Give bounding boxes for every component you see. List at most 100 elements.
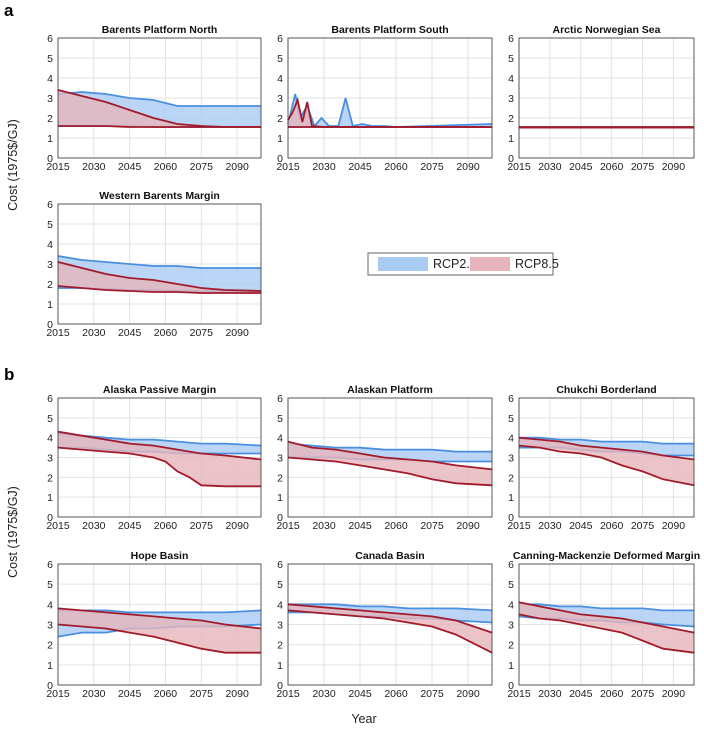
chart-canning-mackenzie-deformed-margin: 2015 2030 2045 2060 2075 2090 0 1 2 3 4 5 6Canning-M…: [507, 550, 700, 700]
upper-line-rcp85: [287, 603, 493, 634]
y-tick-label: 1: [508, 133, 514, 145]
chart-title: Barents Platform North: [102, 24, 218, 36]
x-tick-label: 2030: [312, 688, 336, 700]
y-tick-label: 2: [47, 640, 53, 652]
x-tick-label: 2060: [154, 327, 178, 339]
upper-line-rcp85: [57, 430, 262, 461]
y-tick-label: 5: [277, 579, 283, 591]
upper-line-rcp26: [57, 255, 261, 269]
axes-frame: [518, 37, 695, 159]
x-tick-label: 2015: [507, 688, 531, 700]
x-tick-label: 2060: [384, 688, 408, 700]
y-tick-label: 4: [47, 433, 53, 445]
y-tick-label: 0: [508, 512, 514, 524]
y-tick-label: 4: [277, 433, 283, 445]
legend-swatch-rcp26: [378, 257, 428, 271]
x-tick-label: 2030: [538, 520, 562, 532]
upper-line-rcp85: [287, 440, 493, 471]
x-tick-label: 2015: [46, 327, 70, 339]
x-tick-label: 2015: [46, 161, 70, 173]
x-tick-label: 2015: [276, 520, 300, 532]
y-tick-label: 5: [47, 579, 53, 591]
x-tick-label: 2090: [225, 161, 249, 173]
y-tick-label: 3: [508, 93, 514, 105]
y-tick-label: 0: [277, 680, 283, 692]
x-tick-label: 2030: [82, 520, 106, 532]
x-tick-label: 2075: [420, 520, 444, 532]
band-rcp85: [288, 100, 492, 127]
upper-line-rcp85: [57, 261, 262, 292]
y-tick-label: 5: [277, 413, 283, 425]
chart-title: Chukchi Borderland: [556, 384, 656, 396]
x-tick-label: 2060: [154, 161, 178, 173]
chart-title: Canada Basin: [355, 550, 424, 562]
lower-line-rcp85: [518, 613, 695, 654]
y-tick-label: 1: [277, 492, 283, 504]
x-tick-label: 2075: [190, 161, 214, 173]
x-tick-label: 2045: [569, 161, 593, 173]
y-tick-label: 0: [508, 153, 514, 165]
y-tick-label: 6: [508, 559, 514, 571]
chart-title: Canning-Mackenzie Deformed Margin: [513, 550, 700, 562]
y-tick-label: 6: [508, 393, 514, 405]
band-rcp85: [288, 441, 492, 486]
x-tick-label: 2030: [82, 161, 106, 173]
upper-line-rcp85: [518, 436, 695, 461]
y-tick-label: 2: [47, 113, 53, 125]
y-tick-label: 1: [508, 492, 514, 504]
chart-title: Alaska Passive Margin: [103, 384, 216, 396]
y-tick-label: 4: [277, 73, 283, 85]
axes-frame: [287, 37, 493, 159]
x-tick-label: 2090: [662, 688, 686, 700]
upper-line-rcp85: [518, 601, 695, 634]
x-tick-label: 2075: [190, 327, 214, 339]
y-tick-label: 5: [508, 53, 514, 65]
upper-line-rcp26: [288, 603, 493, 612]
y-tick-label: 1: [508, 660, 514, 672]
y-tick-label: 3: [508, 453, 514, 465]
x-tick-label: 2045: [348, 520, 372, 532]
x-tick-label: 2060: [154, 520, 178, 532]
y-tick-label: 2: [277, 472, 283, 484]
x-tick-label: 2045: [569, 688, 593, 700]
x-tick-label: 2045: [118, 161, 142, 173]
x-tick-label: 2045: [348, 688, 372, 700]
x-tick-label: 2090: [225, 688, 249, 700]
y-tick-label: 0: [47, 319, 53, 331]
band-rcp85: [288, 604, 492, 653]
x-tick-label: 2075: [190, 520, 214, 532]
x-tick-label: 2045: [348, 161, 372, 173]
lower-line-rcp85: [57, 285, 261, 294]
upper-line-rcp26: [287, 442, 492, 453]
x-tick-label: 2075: [631, 688, 655, 700]
y-tick-label: 5: [508, 413, 514, 425]
x-tick-label: 2090: [662, 161, 686, 173]
y-tick-label: 6: [47, 393, 53, 405]
chart-barents-platform-north: 2015 2030 2045 2060 2075 2090 0 1 2 3 4 5 6 Barents P…: [46, 24, 262, 173]
chart-title: Arctic Norwegian Sea: [553, 24, 661, 36]
y-tick-label: 6: [47, 559, 53, 571]
y-tick-label: 6: [277, 559, 283, 571]
lower-line-rcp85: [58, 125, 261, 128]
x-tick-label: 2015: [46, 688, 70, 700]
x-tick-label: 2045: [118, 688, 142, 700]
upper-line-rcp26: [519, 436, 694, 445]
y-tick-label: 4: [47, 73, 53, 85]
x-tick-label: 2060: [154, 688, 178, 700]
lower-line-rcp85: [57, 446, 261, 488]
xlabel: Year: [351, 712, 376, 726]
x-tick-label: 2030: [538, 688, 562, 700]
chart-title: Alaskan Platform: [347, 384, 433, 396]
axes-frame: [287, 563, 493, 686]
band-rcp85: [58, 262, 261, 293]
x-tick-label: 2015: [46, 520, 70, 532]
y-tick-label: 2: [47, 279, 53, 291]
axes-frame: [57, 397, 262, 518]
y-tick-label: 0: [47, 153, 53, 165]
x-tick-label: 2075: [420, 688, 444, 700]
x-tick-label: 2060: [384, 161, 408, 173]
y-tick-label: 6: [47, 33, 53, 45]
upper-line-rcp26: [287, 93, 493, 128]
